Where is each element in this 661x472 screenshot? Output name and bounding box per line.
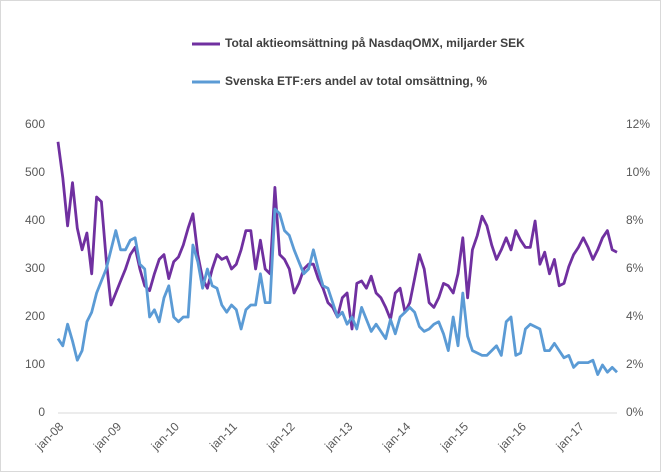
y2-tick-label: 8% — [626, 213, 644, 227]
y2-tick-label: 12% — [626, 117, 650, 131]
y2-tick-label: 10% — [626, 165, 650, 179]
y2-tick-label: 4% — [626, 309, 644, 323]
y-tick-label: 200 — [25, 309, 45, 323]
legend-text: Svenska ETF:ers andel av total omsättnin… — [225, 74, 487, 88]
y-tick-label: 0 — [38, 405, 45, 419]
y-tick-label: 500 — [25, 165, 45, 179]
y-tick-label: 100 — [25, 357, 45, 371]
y2-tick-label: 6% — [626, 261, 644, 275]
series-line — [56, 207, 618, 376]
y-tick-label: 300 — [25, 261, 45, 275]
y2-tick-label: 2% — [626, 357, 644, 371]
y2-tick-label: 0% — [626, 405, 644, 419]
y-tick-label: 600 — [25, 117, 45, 131]
legend-text: Total aktieomsättning på NasdaqOMX, milj… — [225, 36, 525, 50]
y-tick-label: 400 — [25, 213, 45, 227]
